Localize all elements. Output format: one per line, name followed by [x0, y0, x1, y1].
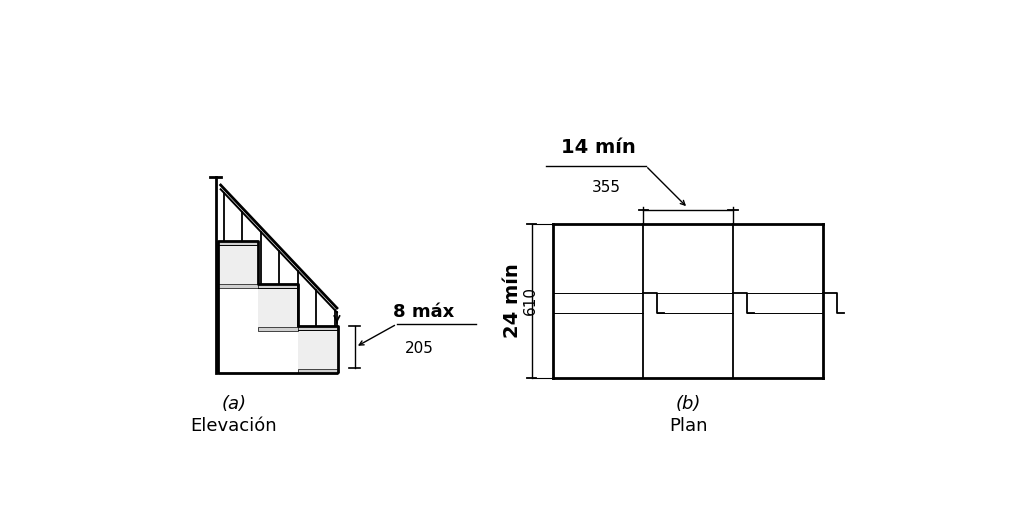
Text: Plan: Plan — [669, 416, 708, 435]
Text: 355: 355 — [591, 180, 621, 194]
Text: 8 máx: 8 máx — [393, 303, 454, 321]
Text: (b): (b) — [675, 395, 700, 413]
Text: 610: 610 — [522, 286, 538, 315]
Bar — [218, 285, 258, 288]
Bar — [258, 327, 297, 330]
Bar — [297, 326, 338, 330]
Bar — [258, 284, 297, 288]
Text: Elevación: Elevación — [190, 416, 277, 435]
Bar — [297, 369, 338, 373]
Bar — [258, 289, 297, 327]
Text: 14 mín: 14 mín — [561, 137, 636, 157]
Bar — [297, 331, 338, 369]
Text: (a): (a) — [221, 395, 246, 413]
Bar — [218, 246, 258, 285]
Text: 24 mín: 24 mín — [503, 263, 522, 338]
Text: 205: 205 — [405, 341, 434, 356]
Bar — [218, 241, 258, 245]
